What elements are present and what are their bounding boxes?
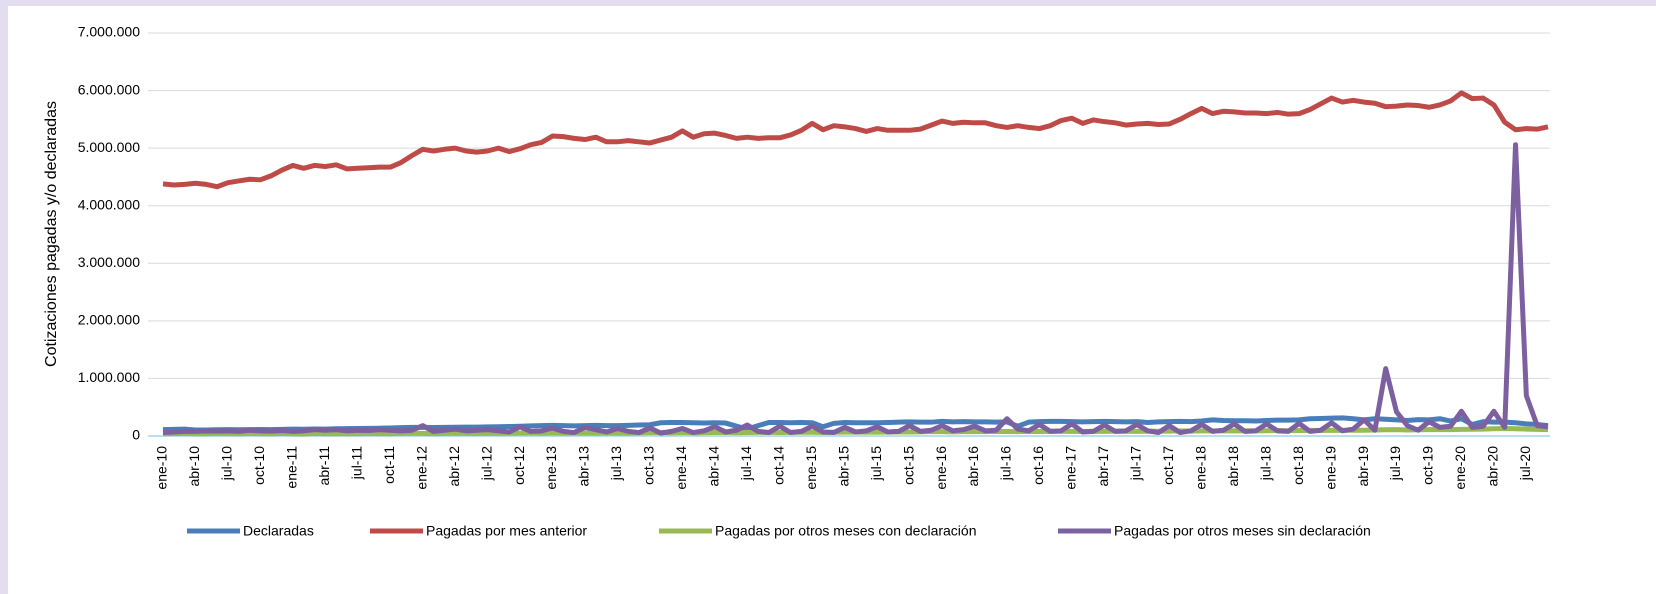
- x-tick-label: abr-13: [576, 446, 592, 487]
- x-tick-label: ene-17: [1063, 446, 1079, 490]
- x-tick-label: abr-17: [1095, 446, 1111, 487]
- legend-label: Pagadas por mes anterior: [426, 523, 587, 539]
- y-tick-label: 1.000.000: [78, 369, 140, 385]
- x-tick-label: jul-20: [1517, 446, 1533, 481]
- y-axis-title: Cotizaciones pagadas y/o declaradas: [43, 101, 60, 367]
- x-tick-label: ene-14: [673, 446, 689, 490]
- x-tick-label: oct-12: [511, 446, 527, 485]
- series-line: [162, 90, 1549, 190]
- x-tick-label: oct-10: [251, 446, 267, 485]
- x-tick-label: ene-18: [1192, 446, 1208, 490]
- x-tick-label: ene-16: [933, 446, 949, 490]
- x-tick-label: jul-12: [478, 446, 494, 481]
- legend-label: Declaradas: [243, 523, 314, 539]
- x-tick-label: jul-11: [348, 446, 364, 480]
- x-tick-label: oct-15: [900, 446, 916, 485]
- x-tick-label: jul-10: [219, 446, 235, 481]
- x-tick-label: oct-18: [1290, 446, 1306, 485]
- x-tick-label: oct-11: [381, 446, 397, 484]
- x-tick-label: oct-13: [641, 446, 657, 485]
- x-tick-label: abr-11: [316, 446, 332, 486]
- x-tick-label: jul-18: [1257, 446, 1273, 481]
- x-tick-label: jul-16: [998, 446, 1014, 481]
- x-tick-label: ene-13: [543, 446, 559, 490]
- series-line: [162, 415, 1549, 433]
- y-tick-label: 5.000.000: [78, 139, 140, 155]
- x-tick-label: abr-16: [965, 446, 981, 487]
- x-tick-label: jul-14: [738, 446, 754, 481]
- x-tick-label: oct-14: [770, 446, 786, 485]
- x-tick-label: abr-20: [1485, 446, 1501, 487]
- x-tick-label: jul-19: [1387, 446, 1403, 481]
- x-tick-label: abr-18: [1225, 446, 1241, 487]
- x-tick-label: jul-15: [868, 446, 884, 481]
- x-tick-label: abr-10: [186, 446, 202, 487]
- legend-label: Pagadas por otros meses sin declaración: [1114, 523, 1371, 539]
- x-tick-label: abr-15: [835, 446, 851, 487]
- y-tick-label: 2.000.000: [78, 312, 140, 328]
- x-tick-label: oct-19: [1420, 446, 1436, 485]
- y-tick-label: 6.000.000: [78, 81, 140, 97]
- x-tick-label: oct-16: [1030, 446, 1046, 485]
- y-tick-label: 3.000.000: [78, 254, 140, 270]
- x-tick-label: ene-20: [1452, 446, 1468, 490]
- x-tick-label: abr-12: [446, 446, 462, 487]
- x-tick-label: ene-19: [1322, 446, 1338, 490]
- x-tick-label: jul-13: [608, 446, 624, 481]
- y-tick-label: 0: [132, 427, 140, 443]
- x-tick-label: ene-10: [154, 446, 170, 490]
- y-tick-label: 4.000.000: [78, 196, 140, 212]
- x-tick-label: abr-14: [706, 446, 722, 487]
- y-tick-label: 7.000.000: [78, 24, 140, 40]
- series-line: [162, 142, 1549, 436]
- legend-label: Pagadas por otros meses con declaración: [715, 523, 976, 539]
- x-tick-label: jul-17: [1128, 446, 1144, 481]
- x-tick-label: ene-11: [284, 446, 300, 489]
- x-tick-label: ene-15: [803, 446, 819, 490]
- x-tick-label: abr-19: [1355, 446, 1371, 487]
- x-tick-label: oct-17: [1160, 446, 1176, 485]
- chart-area: [8, 6, 1656, 594]
- x-tick-label: ene-12: [413, 446, 429, 490]
